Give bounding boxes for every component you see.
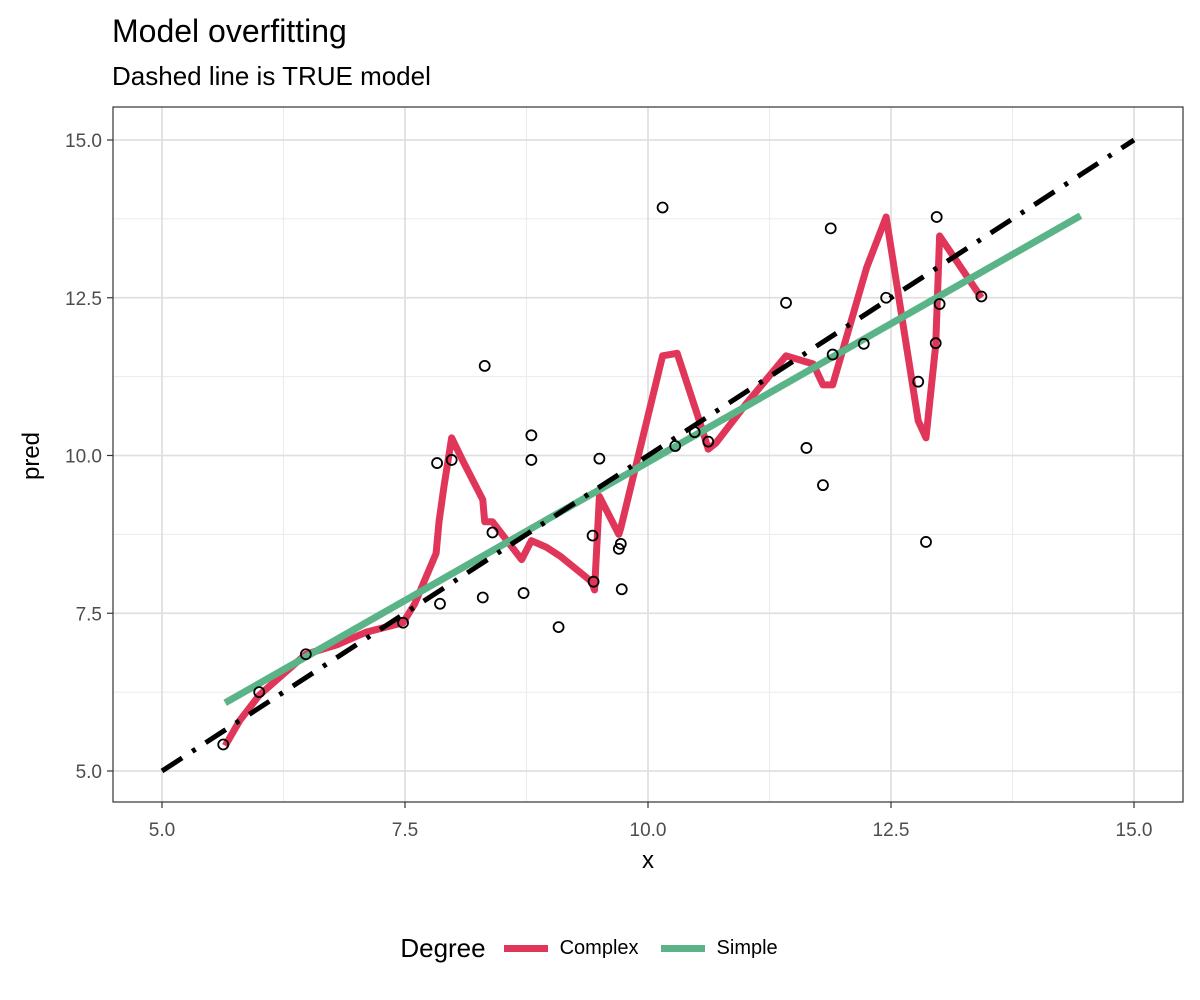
data-point xyxy=(217,738,230,751)
data-point xyxy=(612,542,625,555)
data-point xyxy=(478,359,491,372)
x-tick-label: 15.0 xyxy=(1116,820,1153,841)
data-points xyxy=(217,201,988,751)
y-tick-label: 7.5 xyxy=(76,604,102,625)
legend: Degree Complex Simple xyxy=(0,920,1200,976)
data-point xyxy=(299,648,312,661)
data-point xyxy=(656,201,669,214)
data-point xyxy=(933,298,946,310)
data-point xyxy=(615,583,628,596)
data-point xyxy=(397,616,409,629)
y-tick-label: 15.0 xyxy=(65,131,102,152)
data-point xyxy=(826,348,839,361)
true-model-line xyxy=(160,137,1136,774)
data-point xyxy=(800,442,813,454)
data-point xyxy=(525,454,538,466)
chart-title: Model overfitting xyxy=(112,13,347,49)
data-point xyxy=(880,291,893,304)
series-line-complex xyxy=(222,213,985,748)
data-point xyxy=(253,686,266,699)
legend-label-complex: Complex xyxy=(559,936,639,959)
data-point xyxy=(688,426,701,439)
data-point xyxy=(912,375,925,388)
data-point xyxy=(702,435,715,448)
y-tick-label: 12.5 xyxy=(65,289,102,310)
data-point xyxy=(929,337,942,350)
data-point xyxy=(431,457,443,469)
x-tick-label: 10.0 xyxy=(630,820,667,841)
data-point xyxy=(824,222,837,235)
chart-subtitle: Dashed line is TRUE model xyxy=(112,61,431,91)
data-point xyxy=(445,454,458,466)
x-tick-label: 7.5 xyxy=(392,820,418,841)
data-point xyxy=(920,536,932,548)
data-point xyxy=(476,591,489,604)
y-tick-label: 10.0 xyxy=(65,447,102,468)
x-tick-label: 5.0 xyxy=(149,820,175,841)
legend-key-simple xyxy=(660,944,705,952)
x-tick-label: 12.5 xyxy=(873,820,910,841)
data-point xyxy=(552,621,565,634)
legend-title: Degree xyxy=(400,932,486,963)
legend-label-simple: Simple xyxy=(716,936,778,959)
data-point xyxy=(857,337,870,350)
legend-item-simple: Simple xyxy=(660,936,778,960)
data-point xyxy=(486,526,499,539)
data-point xyxy=(434,597,446,610)
data-point xyxy=(669,440,682,452)
axis-ticks: 5.0 7.5 10.0 12.5 15.0 5.0 7.5 10.0 12.5 15.0 xyxy=(65,131,1152,841)
x-axis-title: x xyxy=(642,847,654,874)
y-tick-label: 5.0 xyxy=(76,762,102,783)
legend-item-complex: Complex xyxy=(503,936,639,960)
data-point xyxy=(780,296,792,309)
legend-key-complex xyxy=(503,944,548,952)
data-point xyxy=(593,452,606,465)
data-point xyxy=(930,211,943,223)
data-point xyxy=(517,587,530,599)
data-point xyxy=(817,479,829,492)
data-point xyxy=(975,290,988,303)
data-point xyxy=(587,575,600,588)
data-point xyxy=(525,429,538,442)
data-point xyxy=(614,537,627,550)
panel-border xyxy=(112,106,1184,803)
data-point xyxy=(586,529,599,542)
series-line-simple xyxy=(223,212,1083,706)
y-axis-title: pred xyxy=(18,432,45,480)
